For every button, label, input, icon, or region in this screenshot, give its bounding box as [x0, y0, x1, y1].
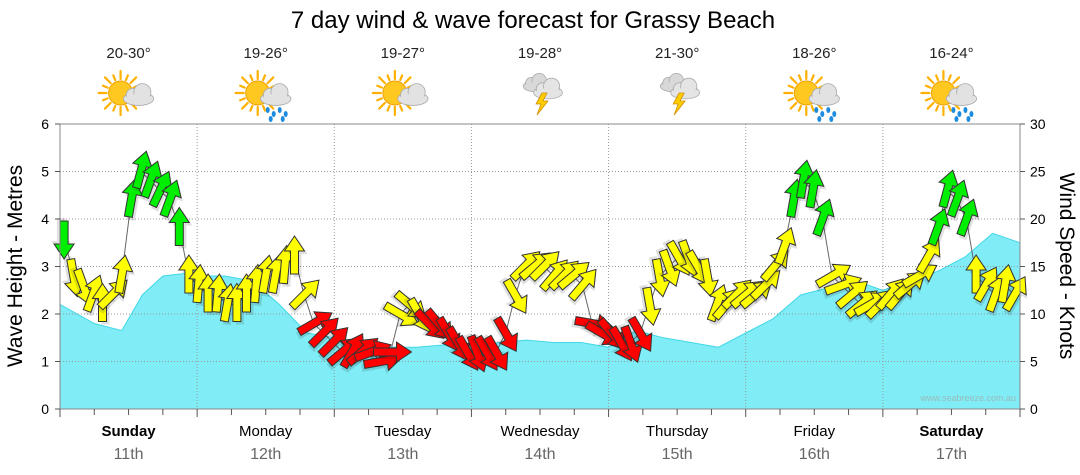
right-tick-label: 10: [1030, 306, 1046, 322]
left-axis-ticks: 0 1 2 3 4 5 6: [41, 116, 60, 417]
left-tick-label: 4: [41, 211, 49, 227]
wind-arrow: [617, 323, 643, 364]
credit-label: www.seabreeze.com.au: [919, 393, 1016, 403]
right-tick-label: 25: [1030, 164, 1046, 180]
wind-arrow: [283, 235, 308, 277]
wind-arrow: [647, 256, 672, 298]
wind-arrow: [995, 263, 1019, 307]
day-name-label: Tuesday: [374, 423, 431, 440]
right-axis-ticks: 0 5 10 15 20 25 30: [1020, 116, 1046, 417]
day-name-label: Saturday: [919, 423, 984, 440]
right-tick-label: 15: [1030, 259, 1046, 275]
wind-arrow: [499, 277, 528, 314]
left-tick-label: 5: [41, 164, 49, 180]
left-tick-label: 1: [41, 354, 49, 370]
temp-range-label: 16-24°: [929, 45, 973, 62]
wind-arrow: [567, 268, 597, 306]
day-name-label: Friday: [793, 423, 835, 440]
x-axis-ticks: [59, 409, 1021, 417]
wind-arrow: [140, 160, 164, 203]
temp-range-label: 21-30°: [655, 45, 699, 62]
wind-arrow: [946, 179, 971, 222]
day-name-label: Wednesday: [501, 423, 580, 440]
weather-icons: [97, 69, 978, 122]
temp-range-label: 20-30°: [106, 45, 150, 62]
storm-icon: [659, 73, 700, 116]
day-name-label: Sunday: [101, 423, 156, 440]
wind-arrow: [965, 254, 990, 296]
temp-range-label: 19-26°: [244, 45, 288, 62]
wind-arrow: [637, 284, 662, 327]
wind-arrow: [111, 254, 136, 297]
temp-range-label: 19-28°: [518, 45, 562, 62]
wind-arrows: [51, 150, 1028, 374]
day-date-label: 15th: [662, 446, 693, 463]
wind-arrow: [159, 179, 183, 222]
right-tick-label: 0: [1030, 401, 1038, 417]
wind-arrow: [121, 178, 145, 221]
wind-arrow: [812, 198, 836, 241]
wind-arrow: [624, 315, 653, 352]
wind-arrow: [489, 315, 518, 352]
sun-rain-icon: [234, 69, 292, 122]
wind-arrow: [938, 169, 961, 212]
wind-arrow: [370, 341, 413, 365]
y-right-title: Wind Speed - Knots: [1055, 173, 1078, 360]
wind-arrow: [51, 218, 76, 260]
wind-arrow: [773, 226, 798, 269]
right-tick-label: 20: [1030, 211, 1046, 227]
wind-arrow: [915, 238, 941, 278]
day-name-label: Thursday: [646, 423, 709, 440]
day-date-label: 14th: [524, 446, 555, 463]
day-date-label: 12th: [250, 446, 281, 463]
temp-range-label: 18-26°: [792, 45, 836, 62]
wind-arrow: [956, 198, 980, 241]
wind-arrow: [288, 279, 320, 315]
left-tick-label: 6: [41, 116, 49, 132]
sun-rain-icon: [920, 69, 978, 122]
sun-rain-icon: [783, 69, 840, 122]
wind-arrow: [480, 334, 509, 371]
sun-cloud-icon: [371, 69, 429, 117]
wind-arrow: [168, 206, 193, 249]
day-date-label: 16th: [799, 446, 830, 463]
chart-title: 7 day wind & wave forecast for Grassy Be…: [291, 7, 775, 34]
day-date-label: 13th: [387, 446, 418, 463]
wind-arrow: [695, 256, 720, 298]
day-name-label: Monday: [239, 423, 293, 440]
left-tick-label: 2: [41, 306, 49, 322]
right-tick-label: 30: [1030, 116, 1046, 132]
wind-arrow: [927, 207, 951, 250]
left-tick-label: 3: [41, 259, 49, 275]
right-tick-label: 5: [1030, 354, 1038, 370]
temp-range-label: 19-27°: [381, 45, 425, 62]
day-date-label: 11th: [114, 446, 144, 463]
y-left-title: Wave Height - Metres: [4, 165, 27, 367]
storm-icon: [522, 73, 563, 116]
temperature-labels: 20-30° 19-26° 19-27° 19-28° 21-30° 18-26° 16-2…: [106, 45, 973, 62]
sun-cloud-icon: [97, 69, 155, 117]
day-date-label: 17th: [936, 446, 967, 463]
wind-arrow: [655, 247, 682, 288]
left-tick-label: 0: [41, 401, 49, 417]
wind-arrow: [803, 168, 827, 212]
day-labels: Sunday 11th Monday 12th Tuesday 13th Wednesday…: [101, 423, 984, 463]
wind-arrow: [148, 170, 174, 212]
